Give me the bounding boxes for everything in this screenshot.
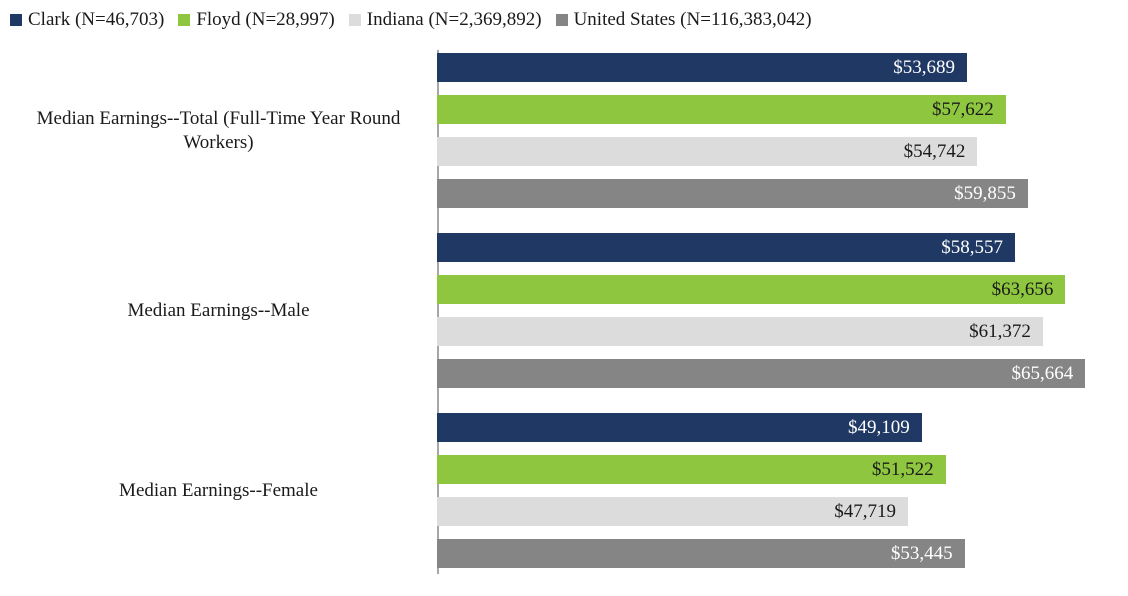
bar-row: $51,522 <box>437 455 1128 484</box>
bar: $61,372 <box>437 317 1043 346</box>
legend-item: United States (N=116,383,042) <box>555 8 812 32</box>
bar: $54,742 <box>437 137 978 166</box>
bar: $58,557 <box>437 233 1016 262</box>
bars-container: $49,109 $51,522 $47,719 $53,445 <box>437 413 1128 568</box>
bar-row: $65,664 <box>437 359 1128 388</box>
bar-row: $47,719 <box>437 497 1128 526</box>
chart-legend: Clark (N=46,703) Floyd (N=28,997) Indiana … <box>0 0 1128 32</box>
bar-row: $53,689 <box>437 53 1128 82</box>
bar-row: $53,445 <box>437 539 1128 568</box>
legend-swatch-icon <box>555 14 568 26</box>
category-label: Median Earnings--Male <box>127 299 310 321</box>
bar-row: $57,622 <box>437 95 1128 124</box>
bar-value-label: $61,372 <box>969 320 1031 342</box>
bar-row: $54,742 <box>437 137 1128 166</box>
bar: $57,622 <box>437 95 1006 124</box>
bar-value-label: $53,445 <box>890 542 953 564</box>
bar-value-label: $63,656 <box>991 278 1054 300</box>
bar-value-label: $49,109 <box>848 416 910 438</box>
bar: $47,719 <box>437 497 909 526</box>
bar-value-label: $54,742 <box>903 140 966 162</box>
legend-item: Clark (N=46,703) <box>10 8 164 32</box>
legend-item: Floyd (N=28,997) <box>178 8 335 32</box>
plot-groups: Median Earnings--Total (Full-Time Year R… <box>0 53 1128 568</box>
legend-item: Indiana (N=2,369,892) <box>348 8 542 32</box>
legend-label: Floyd (N=28,997) <box>196 9 335 30</box>
bar: $63,656 <box>437 275 1066 304</box>
bar-value-label: $47,719 <box>834 500 897 522</box>
bars-container: $53,689 $57,622 $54,742 $59,855 <box>437 53 1128 208</box>
bar-row: $59,855 <box>437 179 1128 208</box>
bar-value-label: $59,855 <box>954 182 1016 204</box>
category-label: Median Earnings--Female <box>119 479 318 501</box>
bar: $51,522 <box>437 455 946 484</box>
bar-value-label: $58,557 <box>941 236 1004 258</box>
bars-container: $58,557 $63,656 $61,372 $65,664 <box>437 233 1128 388</box>
bar: $53,689 <box>437 53 967 82</box>
bar: $49,109 <box>437 413 922 442</box>
bar-row: $49,109 <box>437 413 1128 442</box>
bar: $59,855 <box>437 179 1028 208</box>
bar-value-label: $57,622 <box>932 98 994 120</box>
legend-label: United States (N=116,383,042) <box>573 9 812 30</box>
bar-value-label: $53,689 <box>893 56 955 78</box>
bar-row: $58,557 <box>437 233 1128 262</box>
bar-value-label: $65,664 <box>1011 362 1074 384</box>
legend-swatch-icon <box>178 14 191 26</box>
bar-group: Median Earnings--Total (Full-Time Year R… <box>0 53 1128 208</box>
bar-value-label: $51,522 <box>871 458 934 480</box>
bar: $53,445 <box>437 539 965 568</box>
bar-group: Median Earnings--Male $58,557 $63,656 $61,3… <box>0 233 1128 388</box>
y-axis-line <box>437 50 439 574</box>
category-label: Median Earnings--Total (Full-Time Year R… <box>36 107 401 153</box>
legend-swatch-icon <box>348 14 361 26</box>
bar-row: $61,372 <box>437 317 1128 346</box>
bar-group: Median Earnings--Female $49,109 $51,522 $47… <box>0 413 1128 568</box>
legend-label: Indiana (N=2,369,892) <box>366 9 542 30</box>
legend-label: Clark (N=46,703) <box>28 9 165 30</box>
bar: $65,664 <box>437 359 1086 388</box>
bar-row: $63,656 <box>437 275 1128 304</box>
plot-area: Median Earnings--Total (Full-Time Year R… <box>0 50 1128 574</box>
legend-swatch-icon <box>10 14 22 26</box>
